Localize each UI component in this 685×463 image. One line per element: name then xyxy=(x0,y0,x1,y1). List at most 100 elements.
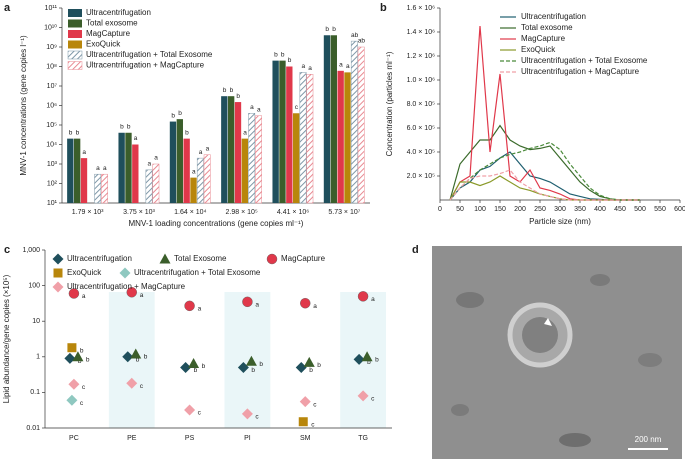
significance-label: b xyxy=(274,51,278,58)
arrowhead xyxy=(544,318,552,326)
significance-label: b xyxy=(367,359,371,366)
significance-label: b xyxy=(69,129,73,136)
line xyxy=(449,169,640,201)
significance-label: b xyxy=(223,87,227,94)
y-tick-label: 100 xyxy=(28,282,40,289)
legend-label: Ultracentrifugation + Total Exosome xyxy=(86,50,213,59)
debris xyxy=(590,274,610,286)
point xyxy=(67,343,77,353)
point xyxy=(130,348,142,359)
bar xyxy=(145,169,153,204)
bar xyxy=(350,40,358,204)
legend-swatch xyxy=(67,61,83,70)
point xyxy=(184,300,195,312)
bar xyxy=(80,158,88,203)
line xyxy=(449,141,640,201)
point xyxy=(245,355,257,366)
significance-label: a xyxy=(96,165,100,172)
y-tick-label: 10³ xyxy=(47,161,58,168)
y-tick-label: 8.0 × 10⁵ xyxy=(407,101,435,108)
bar xyxy=(337,70,344,203)
bar xyxy=(221,96,228,203)
significance-label: c xyxy=(198,410,202,417)
bar xyxy=(183,138,190,203)
x-tick-label: 550 xyxy=(654,206,666,213)
bar xyxy=(248,113,256,204)
x-tick-label: 600 xyxy=(674,206,685,213)
point xyxy=(126,377,138,389)
legend-label: MagCapture xyxy=(281,254,326,263)
panel-label: c xyxy=(4,244,10,256)
debris xyxy=(559,433,591,447)
significance-label: a xyxy=(147,161,151,168)
vesicle-core xyxy=(522,317,558,353)
x-axis-title: Particle size (nm) xyxy=(529,217,591,226)
significance-label: b xyxy=(86,357,90,364)
bar xyxy=(306,74,314,204)
significance-label: b xyxy=(259,361,263,368)
significance-label: b xyxy=(171,112,175,119)
significance-label: b xyxy=(194,367,198,374)
bar xyxy=(94,173,102,204)
y-tick-label: 1.2 × 10⁶ xyxy=(407,53,435,60)
bar xyxy=(101,173,108,204)
legend-label: Ultracentrifugation + MagCapture xyxy=(521,67,640,76)
bar xyxy=(203,154,211,204)
significance-label: ab xyxy=(351,32,359,39)
point xyxy=(184,404,196,416)
point xyxy=(266,253,278,265)
significance-label: a xyxy=(154,155,158,162)
point xyxy=(122,351,134,363)
significance-label: a xyxy=(301,63,305,70)
significance-label: a xyxy=(371,296,375,303)
legend-label: ExoQuick xyxy=(521,45,556,54)
significance-label: b xyxy=(325,26,329,33)
legend-label: Ultracentrifugation + MagCapture xyxy=(86,61,205,70)
y-tick-label: 10¹⁰ xyxy=(44,23,57,31)
y-tick-label: 2.0 × 10⁵ xyxy=(407,173,435,180)
point xyxy=(241,408,253,420)
bar xyxy=(323,35,331,204)
y-tick-label: 1.0 × 10⁶ xyxy=(407,77,435,84)
x-tick-label: TG xyxy=(358,435,368,442)
significance-label: b xyxy=(185,129,189,136)
significance-label: b xyxy=(317,362,321,369)
significance-label: b xyxy=(136,357,140,364)
significance-label: c xyxy=(371,396,375,403)
debris xyxy=(638,353,662,367)
x-tick-label: 500 xyxy=(634,206,646,213)
point xyxy=(66,394,78,406)
panel-label: d xyxy=(412,244,419,256)
x-tick-label: 200 xyxy=(514,206,526,213)
y-tick-label: 10¹¹ xyxy=(45,5,58,12)
legend-label: Ultracentrifugation + MagCapture xyxy=(67,282,186,291)
significance-label: b xyxy=(178,110,182,117)
point xyxy=(159,253,171,264)
significance-label: c xyxy=(295,104,299,111)
bar xyxy=(241,138,249,203)
y-tick-label: 0.01 xyxy=(26,425,40,432)
legend-label: Ultracentrifugation xyxy=(86,8,151,17)
column-shade xyxy=(224,292,271,428)
y-tick-label: 10⁹ xyxy=(46,44,57,51)
legend-label: ExoQuick xyxy=(86,40,121,49)
bar xyxy=(125,132,132,203)
significance-label: a xyxy=(82,293,86,300)
significance-label: c xyxy=(311,421,315,428)
x-tick-label: 400 xyxy=(594,206,606,213)
significance-label: a xyxy=(198,306,202,313)
y-tick-label: 1,000 xyxy=(22,247,40,254)
point xyxy=(303,356,315,367)
point xyxy=(242,296,253,308)
significance-label: a xyxy=(243,129,247,136)
bar xyxy=(190,177,197,203)
y-tick-label: 10¹ xyxy=(47,200,58,207)
x-tick-label: 1.79 × 10³ xyxy=(72,209,104,216)
point xyxy=(52,253,64,265)
x-tick-label: PE xyxy=(127,435,137,442)
point xyxy=(68,288,80,299)
significance-label: a xyxy=(134,135,138,142)
y-axis-title: Lipid abundance/gene copies (×10⁵) xyxy=(2,274,11,403)
legend-label: MagCapture xyxy=(521,34,566,43)
bar xyxy=(344,72,351,203)
